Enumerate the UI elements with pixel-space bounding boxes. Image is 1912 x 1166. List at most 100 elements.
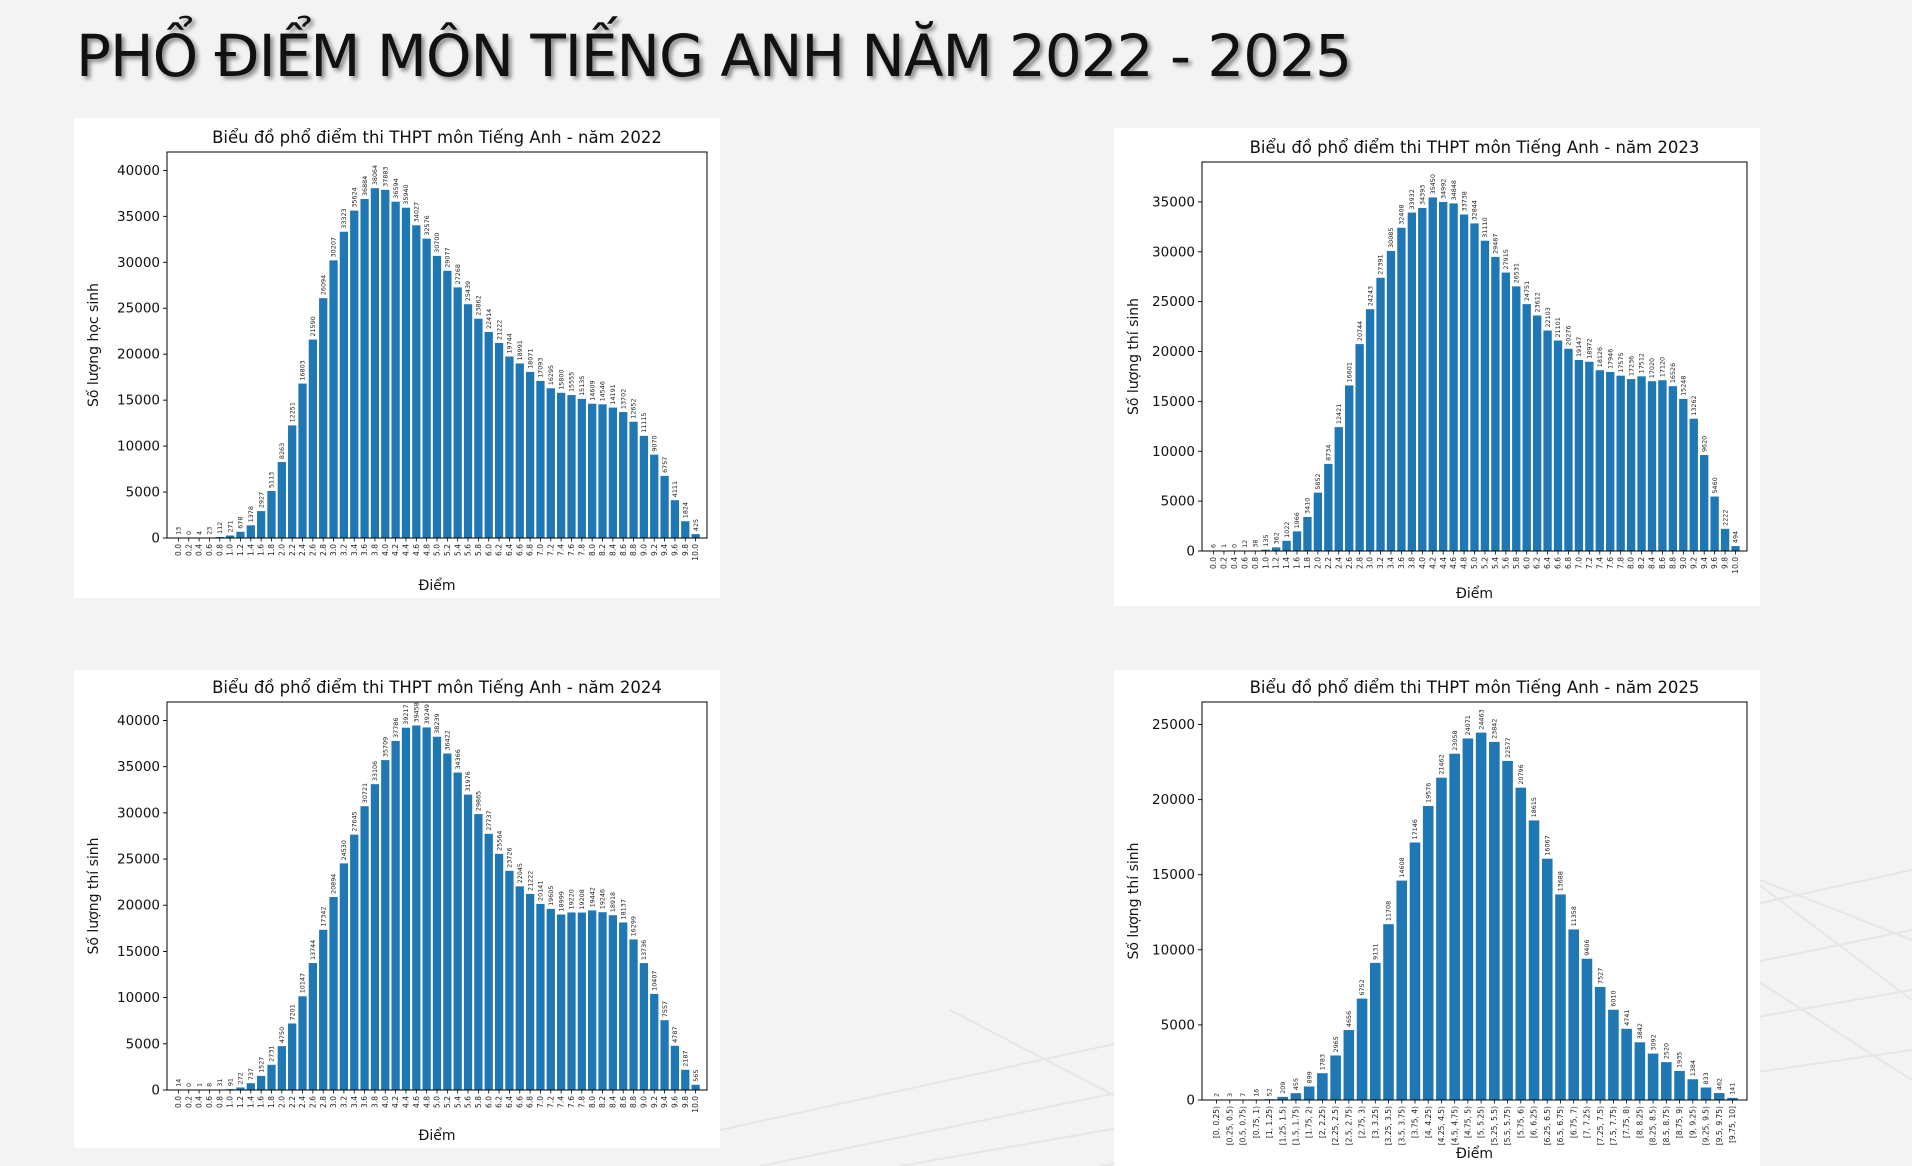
data-label: 39249: [423, 704, 431, 724]
data-label: 11115: [640, 413, 648, 433]
x-tick-label: [1, 1.25): [1265, 1106, 1274, 1138]
data-label: 33106: [371, 761, 379, 781]
data-label: 2: [1213, 1093, 1221, 1097]
data-label: 13736: [640, 940, 648, 960]
bar-6.2: [494, 342, 504, 538]
data-label: 39458: [413, 702, 421, 722]
bar-9.6: [1710, 496, 1719, 551]
bar-8.4: [608, 407, 617, 538]
x-tick-label: 1.4: [246, 1096, 255, 1108]
data-label: 13: [175, 527, 183, 535]
data-label: 3410: [1304, 498, 1312, 514]
data-label: 24071: [1464, 715, 1472, 735]
y-tick-label: 20000: [117, 898, 160, 914]
x-tick-label: 6.6: [515, 544, 524, 556]
data-label: 31976: [464, 771, 472, 791]
bar-4.6: [412, 725, 421, 1090]
bar-[2.25, 2.5): [1330, 1055, 1341, 1100]
x-tick-label: 2.6: [308, 544, 317, 556]
data-label: 112: [216, 522, 224, 534]
x-tick-label: 5.2: [1481, 557, 1490, 569]
x-tick-label: 2.4: [1334, 557, 1343, 569]
y-tick-label: 20000: [1152, 344, 1195, 360]
x-tick-label: 2.4: [298, 544, 307, 556]
bar-[4.5, 4.75): [1449, 753, 1460, 1100]
bar-5.4: [453, 772, 462, 1090]
data-label: 23: [206, 527, 214, 535]
bar-5.2: [443, 753, 452, 1090]
x-tick-label: 0.2: [1220, 557, 1229, 569]
bar-7.0: [536, 380, 545, 538]
bar-2.6: [1345, 385, 1354, 551]
x-tick-label: [0, 0.25): [1212, 1106, 1221, 1138]
x-tick-label: 5.6: [464, 544, 473, 556]
x-tick-label: [0.5, 0.75): [1239, 1106, 1248, 1145]
bar-3.8: [1407, 212, 1417, 551]
x-tick-label: 2.8: [319, 1096, 328, 1108]
data-label: 10147: [299, 973, 307, 993]
bar-[8, 8.25): [1634, 1042, 1646, 1100]
x-tick-label: 1.8: [267, 544, 276, 556]
data-label: 19744: [506, 333, 514, 353]
data-label: 35940: [402, 184, 410, 204]
data-label: 15248: [1680, 376, 1688, 396]
bar-7.2: [546, 388, 555, 538]
bar-[5.5, 5.75): [1502, 760, 1513, 1100]
x-tick-label: 8.2: [1637, 557, 1646, 569]
bar-[1.75, 2): [1303, 1086, 1315, 1100]
x-tick-label: 0.2: [184, 1096, 193, 1108]
data-label: 17512: [1638, 353, 1646, 373]
bar-9.6: [670, 1045, 680, 1090]
bar-6.6: [1553, 340, 1563, 551]
data-label: 1: [1220, 544, 1228, 548]
y-tick-label: 5000: [1161, 494, 1195, 510]
x-tick-label: 10.0: [691, 544, 700, 561]
x-tick-label: 3.2: [339, 1096, 348, 1108]
x-tick-label: 2.8: [1355, 557, 1364, 569]
y-tick-label: 0: [1186, 544, 1195, 560]
data-label: 20276: [1565, 325, 1573, 345]
data-label: 37883: [381, 166, 389, 186]
bar-4.0: [1418, 207, 1427, 551]
x-tick-label: [5.75, 6): [1516, 1106, 1525, 1138]
x-tick-label: 1.6: [257, 544, 266, 556]
data-label: 1966: [1293, 512, 1301, 528]
bar-7.8: [577, 398, 586, 538]
data-label: 25564: [495, 830, 503, 850]
data-label: 34366: [454, 749, 462, 769]
data-label: 13688: [1557, 871, 1565, 891]
x-tick-label: 4.2: [391, 1096, 400, 1108]
data-label: 33323: [340, 208, 348, 228]
data-label: 31: [216, 1079, 224, 1087]
x-tick-label: 0.6: [205, 544, 214, 556]
bar-[8.25, 8.5): [1647, 1053, 1659, 1100]
bar-9.8: [681, 521, 690, 538]
x-tick-label: 7.6: [1606, 557, 1615, 569]
bar-5.6: [1501, 272, 1510, 551]
x-tick-label: 1.0: [226, 1096, 235, 1108]
x-tick-label: 9.0: [639, 544, 648, 556]
data-label: 25439: [464, 281, 472, 301]
bar-2.2: [288, 1023, 297, 1090]
data-label: 30085: [1387, 228, 1395, 248]
x-tick-label: 1.2: [236, 544, 245, 556]
y-tick-label: 15000: [117, 944, 160, 960]
data-label: 135: [1262, 534, 1270, 546]
y-tick-label: 10000: [117, 990, 160, 1006]
bar-2.0: [277, 1046, 286, 1090]
y-tick-label: 5000: [126, 485, 160, 501]
data-label: 19605: [547, 886, 555, 906]
x-tick-label: 0.4: [195, 544, 204, 556]
x-tick-label: [5.25, 5.5): [1490, 1106, 1499, 1145]
bar-9.4: [660, 1020, 669, 1090]
data-label: 32844: [1471, 200, 1479, 220]
data-label: 26094: [319, 275, 327, 295]
data-label: 16601: [1345, 362, 1353, 382]
bar-8.8: [629, 939, 638, 1090]
bar-2.0: [1313, 492, 1323, 551]
bar-1.2: [1271, 547, 1281, 551]
x-tick-label: [1.5, 1.75): [1292, 1106, 1301, 1145]
data-label: 0: [185, 531, 193, 535]
x-tick-label: [6.25, 6.5): [1543, 1106, 1552, 1145]
bar-9.2: [650, 993, 659, 1090]
